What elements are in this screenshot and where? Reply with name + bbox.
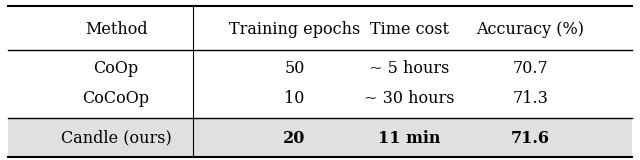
Text: Candle (ours): Candle (ours) — [61, 130, 172, 147]
Text: 10: 10 — [284, 90, 305, 107]
Text: 70.7: 70.7 — [513, 60, 548, 77]
Text: 50: 50 — [284, 60, 305, 77]
Text: Training epochs: Training epochs — [229, 21, 360, 38]
Text: 71.3: 71.3 — [513, 90, 548, 107]
Text: Method: Method — [84, 21, 147, 38]
Text: CoOp: CoOp — [93, 60, 139, 77]
Text: ~ 5 hours: ~ 5 hours — [369, 60, 449, 77]
FancyBboxPatch shape — [8, 118, 632, 157]
Text: Accuracy (%): Accuracy (%) — [476, 21, 584, 38]
Text: Time cost: Time cost — [370, 21, 449, 38]
Text: ~ 30 hours: ~ 30 hours — [364, 90, 454, 107]
Text: 71.6: 71.6 — [511, 130, 550, 147]
Text: 20: 20 — [284, 130, 306, 147]
Text: 11 min: 11 min — [378, 130, 440, 147]
Text: CoCoOp: CoCoOp — [83, 90, 150, 107]
